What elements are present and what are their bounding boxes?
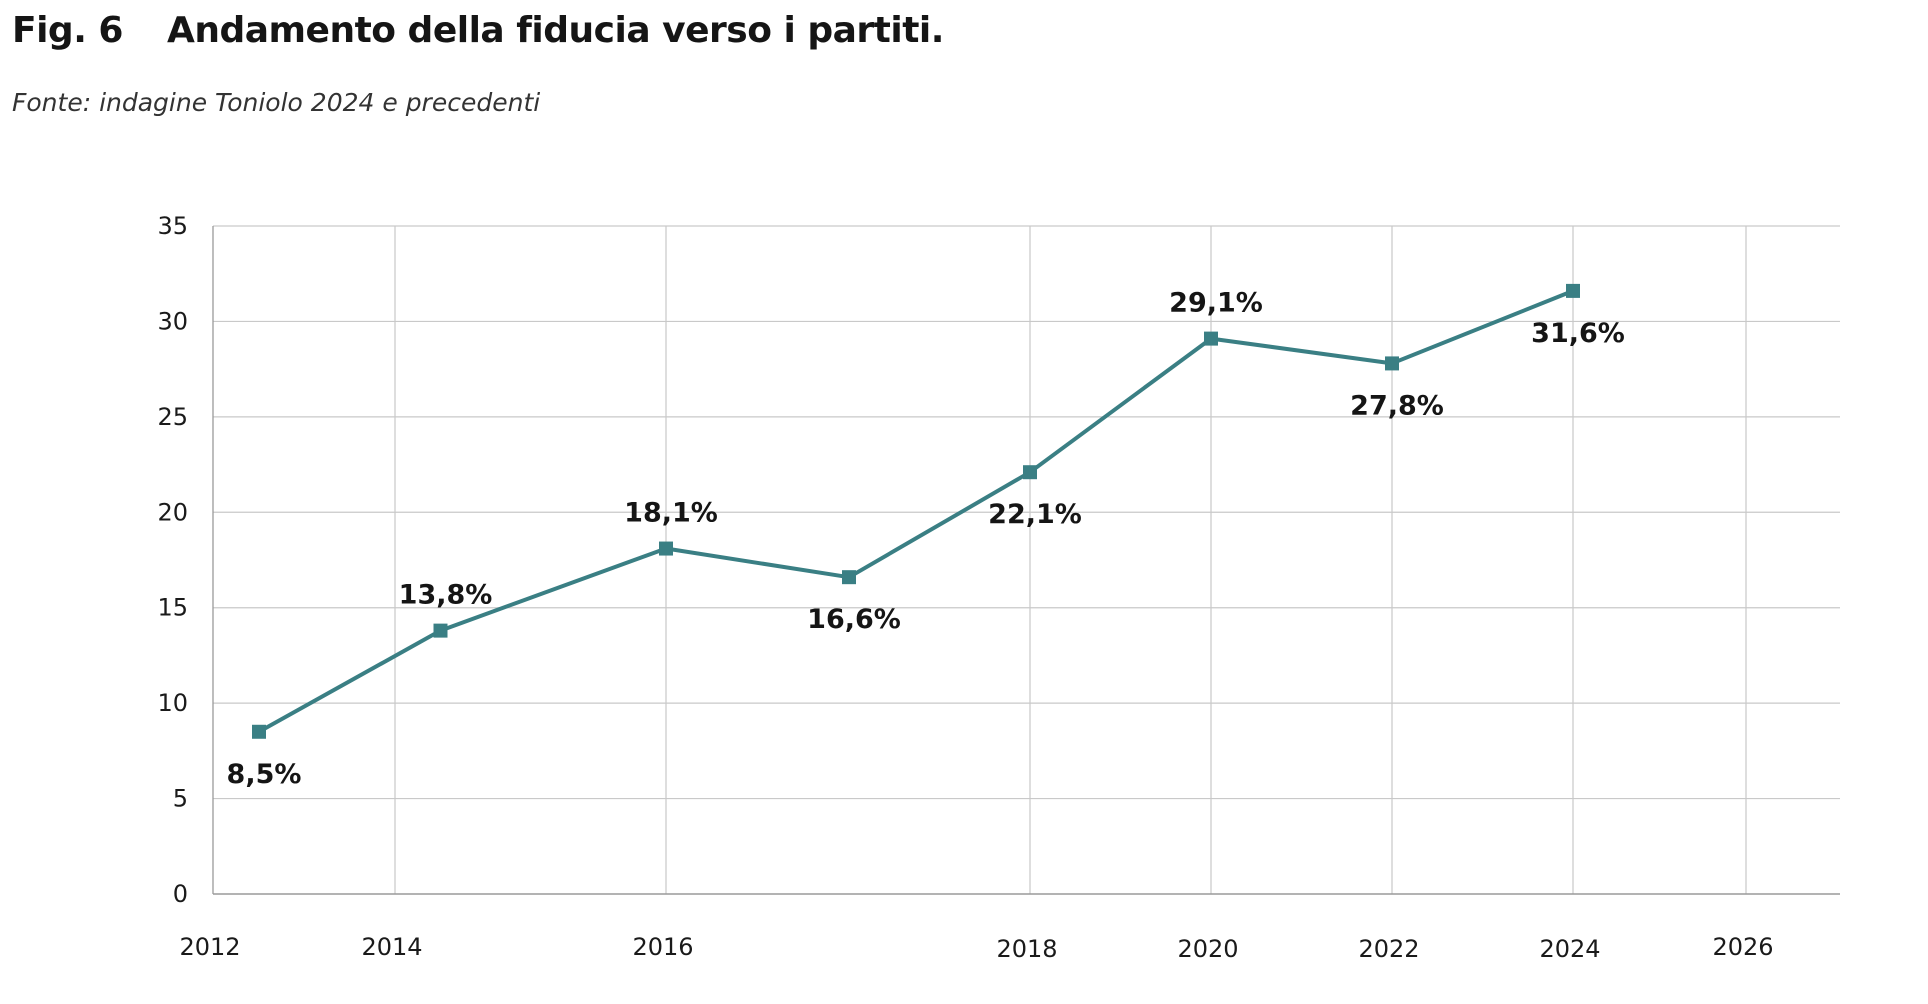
figure-title-text: Andamento della fiducia verso i partiti.	[166, 10, 944, 51]
data-label: 8,5%	[227, 759, 302, 790]
figure-title: Fig. 6 Andamento della fiducia verso i p…	[12, 10, 944, 51]
data-label: 18,1%	[624, 498, 718, 529]
data-point-marker	[1385, 356, 1399, 371]
data-label: 13,8%	[399, 580, 493, 611]
data-label: 31,6%	[1531, 318, 1625, 349]
series	[252, 283, 1580, 739]
y-tick-label: 25	[157, 403, 188, 431]
data-label: 16,6%	[807, 604, 901, 635]
x-tick-label: 2026	[1712, 933, 1773, 961]
x-tick-label: 2016	[632, 933, 693, 961]
grid	[213, 225, 1840, 894]
y-tick-label: 10	[157, 689, 188, 717]
y-tick-label: 5	[173, 785, 188, 813]
data-labels: 8,5% 13,8% 18,1% 16,6% 22,1% 29,1% 27,8% 31,6%	[227, 288, 1625, 790]
data-point-marker	[842, 570, 856, 585]
figure-number: Fig. 6	[12, 10, 123, 51]
y-tick-label: 30	[157, 307, 188, 335]
data-label: 29,1%	[1169, 288, 1263, 319]
axes: 0 5 10 15 20 25 30 35 2012 2014 2016 2018 2020 2022 20…	[157, 212, 1840, 963]
data-point-marker	[252, 724, 266, 739]
data-point-marker	[433, 623, 448, 638]
figure-source: Fonte: indagine Toniolo 2024 e precedent…	[12, 88, 541, 117]
y-tick-label: 20	[157, 498, 188, 526]
series-line	[257, 288, 1575, 734]
data-point-marker	[1204, 331, 1218, 346]
x-tick-label: 2022	[1358, 935, 1419, 963]
y-tick-label: 0	[173, 880, 188, 908]
data-point-marker	[1023, 465, 1037, 480]
y-tick-label: 35	[157, 212, 188, 240]
data-label: 22,1%	[988, 499, 1082, 530]
data-point-marker	[1566, 283, 1580, 298]
x-tick-label: 2018	[996, 935, 1057, 963]
x-tick-label: 2012	[179, 933, 240, 961]
x-tick-label: 2020	[1177, 935, 1238, 963]
y-tick-label: 15	[157, 594, 188, 622]
data-point-marker	[659, 541, 673, 556]
x-tick-label: 2024	[1539, 935, 1600, 963]
data-label: 27,8%	[1350, 390, 1444, 421]
x-tick-label: 2014	[361, 933, 422, 961]
